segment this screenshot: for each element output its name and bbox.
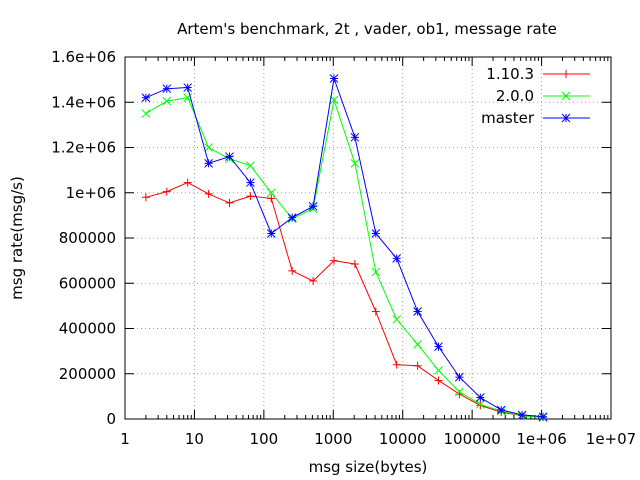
series-layer xyxy=(141,74,548,422)
data-point xyxy=(392,360,401,369)
data-point xyxy=(141,109,151,118)
data-point xyxy=(434,376,443,385)
legend-label: master xyxy=(481,109,535,127)
series-1-10-3 xyxy=(141,178,548,422)
data-point xyxy=(350,158,360,168)
y-tick-label: 800000 xyxy=(59,229,116,247)
data-point xyxy=(496,405,506,415)
data-point xyxy=(288,266,297,275)
x-tick-label: 1e+06 xyxy=(516,430,566,448)
data-point xyxy=(350,260,359,269)
data-point xyxy=(392,315,402,324)
x-tick-label: 1 xyxy=(120,430,130,448)
data-point xyxy=(225,152,234,161)
series-line xyxy=(145,78,544,418)
y-axis-label: msg rate(msg/s) xyxy=(8,176,26,300)
data-point xyxy=(413,307,422,316)
y-axis: 0 200000 400000 600000 800000 1e+06 1.2e+06 1.4… xyxy=(51,48,611,428)
legend: 1.10.3 2.0.0 master xyxy=(481,65,590,127)
series-line xyxy=(145,182,544,418)
legend-label: 1.10.3 xyxy=(486,65,534,83)
x-tick-label: 100 xyxy=(250,430,279,448)
data-point xyxy=(246,178,255,187)
grid xyxy=(125,57,611,419)
data-point xyxy=(371,229,381,238)
data-point xyxy=(141,193,150,202)
data-point xyxy=(266,229,276,238)
data-point xyxy=(204,143,213,152)
y-tick-label: 1e+06 xyxy=(66,184,116,202)
data-point xyxy=(329,74,339,83)
legend-marker xyxy=(562,70,570,78)
series-master xyxy=(141,74,548,422)
y-tick-label: 200000 xyxy=(59,365,116,383)
data-point xyxy=(350,132,360,142)
y-tick-label: 1.2e+06 xyxy=(51,139,116,157)
data-point xyxy=(309,276,318,285)
legend-label: 2.0.0 xyxy=(496,87,534,105)
data-point xyxy=(183,83,193,92)
data-point xyxy=(287,213,297,222)
x-tick-label: 10 xyxy=(185,430,204,448)
data-point xyxy=(434,366,443,375)
data-point xyxy=(246,161,255,170)
data-point xyxy=(204,158,213,168)
legend-marker xyxy=(561,113,571,123)
data-point xyxy=(475,399,485,409)
x-tick-label: 1000 xyxy=(314,430,352,448)
data-point xyxy=(183,93,193,103)
data-point xyxy=(538,412,548,422)
data-point xyxy=(162,84,172,94)
series-line xyxy=(145,97,544,419)
data-point xyxy=(330,256,339,265)
data-point xyxy=(308,201,318,211)
y-tick-label: 400000 xyxy=(59,320,116,338)
data-point xyxy=(434,342,443,351)
y-tick-label: 1.6e+06 xyxy=(51,48,116,66)
data-point xyxy=(392,254,402,263)
data-point xyxy=(517,410,527,420)
data-point xyxy=(183,178,192,187)
data-point xyxy=(162,96,172,106)
x-tick-label: 1e+07 xyxy=(586,430,636,448)
data-point xyxy=(475,393,485,402)
x-tick-label: 100000 xyxy=(444,430,501,448)
data-point xyxy=(455,387,464,397)
data-point xyxy=(371,307,380,316)
x-axis: 1 10 100 1000 10000 100000 1e+06 1e+07 xyxy=(120,57,636,448)
data-point xyxy=(371,267,381,277)
legend-marker xyxy=(561,91,571,101)
x-axis-label: msg size(bytes) xyxy=(309,458,428,476)
y-tick-label: 600000 xyxy=(59,274,116,292)
data-point xyxy=(204,189,213,198)
chart-title: Artem's benchmark, 2t , vader, ob1, mess… xyxy=(177,20,557,38)
data-point xyxy=(141,93,151,103)
data-point xyxy=(413,361,422,370)
data-point xyxy=(225,198,234,207)
data-point xyxy=(455,372,464,382)
data-point xyxy=(267,194,276,203)
data-point xyxy=(246,192,255,201)
data-point xyxy=(162,187,171,196)
y-tick-label: 0 xyxy=(106,410,116,428)
data-point xyxy=(266,188,276,198)
data-point xyxy=(413,339,422,349)
x-tick-label: 10000 xyxy=(379,430,427,448)
y-tick-label: 1.4e+06 xyxy=(51,93,116,111)
